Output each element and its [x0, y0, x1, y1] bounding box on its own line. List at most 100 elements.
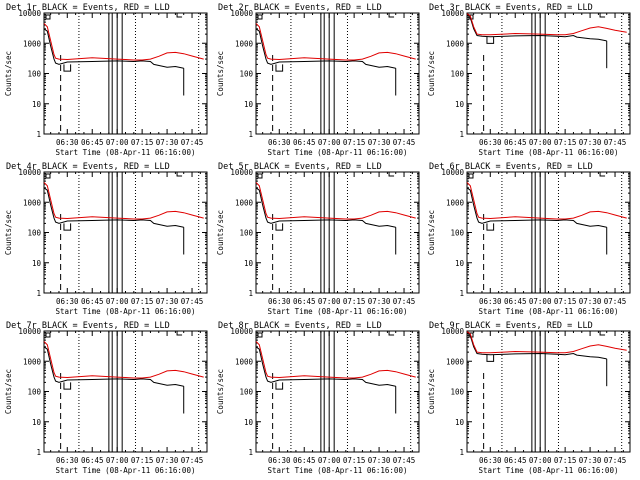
flag-marker: [45, 332, 51, 338]
x-tick-label: 07:45: [604, 297, 627, 306]
series-line-lld: [43, 182, 204, 220]
y-tick-label: 10000: [230, 327, 253, 336]
x-tick-label: 06:30: [56, 138, 79, 147]
x-tick-label: 07:00: [529, 297, 552, 306]
x-tick-label: 06:45: [504, 456, 527, 465]
y-tick-label: 1000: [23, 39, 42, 48]
x-tick-label: 07:00: [318, 138, 341, 147]
y-tick-label: 100: [450, 229, 464, 238]
y-axis-label: Counts/sec: [427, 369, 436, 414]
panel-title: Det 8r BLACK = Events, RED = LLD: [218, 321, 382, 331]
attenuator-box: [539, 330, 546, 453]
x-tick-label: 07:15: [554, 138, 577, 147]
x-tick-label: 07:15: [343, 456, 366, 465]
flag-marker: [45, 173, 51, 179]
y-axis-label: Counts/sec: [4, 51, 13, 96]
y-tick-label: 100: [450, 70, 464, 79]
x-tick-label: 07:45: [604, 138, 627, 147]
x-tick-label: 07:15: [554, 297, 577, 306]
x-tick-label: 07:45: [604, 456, 627, 465]
x-tick-label: 07:30: [579, 456, 602, 465]
x-axis-label: Start Time (08-Apr-11 06:16:00): [56, 148, 196, 157]
x-tick-label: 07:00: [529, 138, 552, 147]
x-tick-label: 06:30: [268, 297, 291, 306]
y-tick-label: 1: [248, 130, 253, 139]
x-tick-label: 07:00: [318, 456, 341, 465]
x-tick-label: 06:45: [293, 297, 316, 306]
y-tick-label: 10: [244, 259, 254, 268]
y-tick-label: 1000: [23, 357, 42, 366]
y-tick-label: 1000: [23, 198, 42, 207]
flag-marker: [599, 172, 606, 177]
plot-frame: [466, 330, 631, 453]
series-line-events: [255, 28, 396, 69]
y-tick-label: 10: [455, 418, 465, 427]
attenuator-box: [531, 12, 536, 135]
y-tick-label: 1: [36, 289, 41, 298]
attenuator-box: [320, 330, 325, 453]
x-tick-label: 06:30: [56, 456, 79, 465]
panel-title: Det 9r BLACK = Events, RED = LLD: [429, 321, 593, 331]
events-dip: [275, 64, 284, 72]
y-tick-label: 100: [239, 70, 253, 79]
flag-marker: [599, 331, 606, 336]
x-tick-label: 06:45: [293, 138, 316, 147]
flag-marker: [388, 13, 395, 18]
y-tick-label: 100: [27, 388, 41, 397]
flag-marker: [468, 14, 474, 20]
x-axis-label: Start Time (08-Apr-11 06:16:00): [268, 466, 408, 475]
y-tick-label: 10000: [18, 327, 41, 336]
y-tick-label: 10: [244, 418, 254, 427]
series-line-events: [466, 14, 607, 42]
x-axis-label: Start Time (08-Apr-11 06:16:00): [268, 307, 408, 316]
x-tick-label: 07:45: [393, 297, 416, 306]
x-tick-label: 07:45: [181, 138, 204, 147]
x-tick-label: 06:45: [504, 138, 527, 147]
chart-panel-4: Det 4r BLACK = Events, RED = LLD 1 10 100 10…: [4, 162, 208, 316]
chart-panel-9: Det 9r BLACK = Events, RED = LLD 1 10 100 10…: [427, 321, 631, 475]
x-tick-label: 07:30: [368, 297, 391, 306]
y-tick-label: 10: [32, 100, 42, 109]
flag-marker: [257, 14, 263, 20]
x-tick-label: 07:30: [156, 138, 179, 147]
events-dip: [486, 354, 495, 362]
events-dip: [63, 64, 72, 72]
y-tick-label: 1: [459, 448, 464, 457]
x-tick-label: 06:30: [56, 297, 79, 306]
x-axis-label: Start Time (08-Apr-11 06:16:00): [479, 466, 619, 475]
x-tick-label: 06:45: [81, 297, 104, 306]
attenuator-box: [116, 330, 123, 453]
y-tick-label: 100: [27, 229, 41, 238]
plot-frame: [43, 171, 208, 294]
x-tick-label: 07:45: [393, 138, 416, 147]
y-tick-label: 10000: [230, 168, 253, 177]
x-axis-label: Start Time (08-Apr-11 06:16:00): [479, 148, 619, 157]
y-tick-label: 100: [27, 70, 41, 79]
x-tick-label: 07:00: [106, 456, 129, 465]
panel-title: Det 4r BLACK = Events, RED = LLD: [6, 162, 170, 172]
flag-marker: [388, 331, 395, 336]
plot-frame: [466, 171, 631, 294]
x-tick-label: 07:15: [343, 138, 366, 147]
attenuator-box: [108, 12, 113, 135]
panel-title: Det 7r BLACK = Events, RED = LLD: [6, 321, 170, 331]
y-tick-label: 10: [32, 418, 42, 427]
panel-title: Det 5r BLACK = Events, RED = LLD: [218, 162, 382, 172]
attenuator-box: [116, 12, 123, 135]
attenuator-box: [531, 171, 536, 294]
attenuator-box: [539, 171, 546, 294]
panel-title: Det 3r BLACK = Events, RED = LLD: [429, 3, 593, 13]
x-tick-label: 07:30: [156, 456, 179, 465]
y-tick-label: 1000: [446, 357, 465, 366]
y-axis-label: Counts/sec: [427, 51, 436, 96]
chart-panel-6: Det 6r BLACK = Events, RED = LLD 1 10 100 10…: [427, 162, 631, 316]
y-axis-label: Counts/sec: [216, 51, 225, 96]
events-dip: [275, 382, 284, 390]
x-tick-label: 06:45: [504, 297, 527, 306]
series-line-events: [43, 346, 184, 387]
x-tick-label: 07:30: [368, 456, 391, 465]
events-dip: [486, 36, 495, 44]
x-tick-label: 07:15: [131, 456, 154, 465]
flag-marker: [176, 13, 183, 18]
y-tick-label: 1000: [235, 357, 254, 366]
